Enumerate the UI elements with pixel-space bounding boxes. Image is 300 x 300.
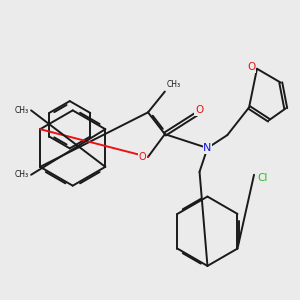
Text: O: O — [139, 152, 146, 162]
Text: O: O — [195, 105, 203, 116]
Text: CH₃: CH₃ — [15, 170, 29, 179]
Text: CH₃: CH₃ — [15, 106, 29, 115]
Text: O: O — [248, 62, 256, 72]
Text: CH₃: CH₃ — [167, 80, 181, 88]
Text: N: N — [203, 143, 212, 153]
Text: Cl: Cl — [257, 173, 267, 183]
